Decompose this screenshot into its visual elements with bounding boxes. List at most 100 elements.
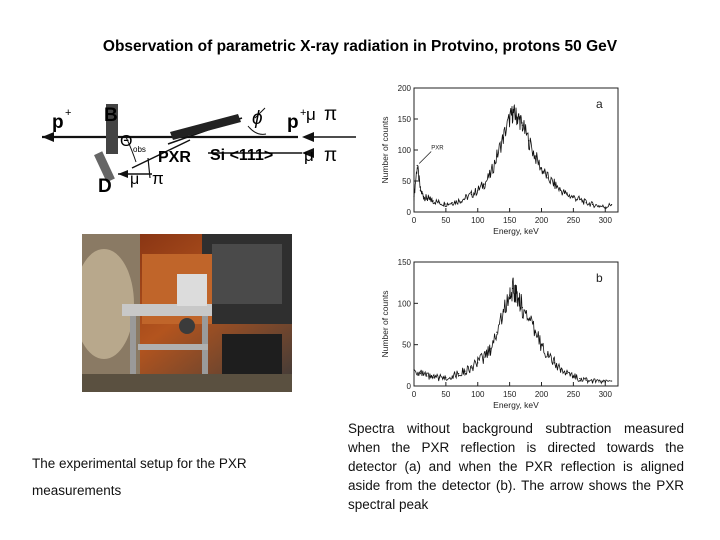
data-point [419,373,421,375]
data-point [419,189,421,191]
data-point [502,137,504,139]
data-point [413,195,415,198]
data-point [458,373,460,375]
y-tick-label: 200 [398,84,412,93]
beam-arrow-left [42,132,54,142]
x-axis-label: Energy, keV [493,400,539,410]
setup-caption: The experimental setup for the PXR measu… [32,456,247,498]
data-point [518,298,520,300]
beam-arrow-right-in [302,132,314,142]
data-point [426,375,428,377]
data-point [445,377,447,379]
data-point [477,189,479,191]
data-point [470,367,472,369]
data-point [496,155,498,157]
setup-photo [82,234,292,392]
data-point [572,196,574,198]
label-pi-D: π [152,169,164,188]
data-point [464,370,466,372]
label-p-left: p [52,112,64,133]
y-tick-label: 50 [402,341,411,350]
x-tick-label: 50 [441,390,450,399]
phi-axis [254,107,266,119]
data-point [483,183,485,185]
x-tick-label: 100 [471,390,485,399]
panel-label: a [596,97,603,111]
experiment-diagram: p + B Θ obs PXR Si <111> ϕ p + μ π μ π D… [42,104,356,197]
label-B: B [104,105,118,126]
label-pi-right: π [324,104,337,125]
data-point [598,205,600,207]
x-tick-label: 150 [503,390,517,399]
y-axis-label: Number of counts [380,290,390,357]
y-tick-label: 0 [407,382,412,391]
data-point [512,112,514,114]
y-tick-label: 150 [398,115,412,124]
data-point [413,368,415,371]
data-point [477,362,479,364]
data-point [579,377,581,380]
data-point [585,202,587,204]
data-point [483,356,485,358]
data-point [451,375,453,377]
data-point [566,373,568,375]
data-point [528,319,530,321]
label-plus-right: + [300,107,306,119]
lower-beam-arrow [302,148,314,158]
data-point [496,331,498,333]
crystal [170,114,241,140]
y-tick-label: 150 [398,258,412,267]
data-point [547,353,549,356]
data-point [611,203,613,206]
data-point [518,118,520,120]
data-point [604,206,606,208]
data-point [585,379,587,381]
phi-arc [247,125,267,135]
label-plus-left: + [65,107,71,119]
data-point [515,115,517,117]
data-point [611,380,613,382]
detector-D [94,151,115,183]
data-point [591,380,594,382]
label-D: D [98,176,112,197]
label-theta-sub: obs [133,145,146,154]
data-point [464,197,466,199]
y-tick-label: 50 [402,177,411,186]
pxr-ray [131,139,191,169]
data-point [540,168,543,170]
data-point [521,124,523,126]
y-tick-label: 0 [407,208,412,217]
label-crystal: Si <111> [210,147,273,164]
data-point [540,344,543,346]
data-point [521,306,523,309]
spectra-caption: Spectra without background subtraction m… [348,421,684,512]
pxr-arrow [418,151,432,164]
label-mu-lower: μ [304,146,314,165]
data-point [489,174,492,176]
data-point [534,331,536,333]
x-tick-label: 200 [535,216,549,225]
label-phi: ϕ [252,108,263,129]
label-p-right: p [287,112,299,133]
x-tick-label: 200 [535,390,549,399]
y-tick-label: 100 [398,146,412,155]
data-point [515,292,517,295]
data-point [579,199,581,201]
data-point [566,194,568,196]
data-point [528,140,530,142]
data-point [422,195,425,198]
spectrum-trace [413,103,612,210]
data-point [489,348,492,350]
data-point [509,118,511,120]
data-point [509,294,511,296]
label-pi-lower: π [324,145,337,166]
y-axis-label: Number of counts [380,116,390,183]
data-point [547,177,549,179]
data-point [553,183,555,185]
x-tick-label: 150 [503,216,517,225]
x-tick-label: 0 [412,390,417,399]
data-point [429,199,431,201]
pxr-annotation: PXR [431,146,444,152]
